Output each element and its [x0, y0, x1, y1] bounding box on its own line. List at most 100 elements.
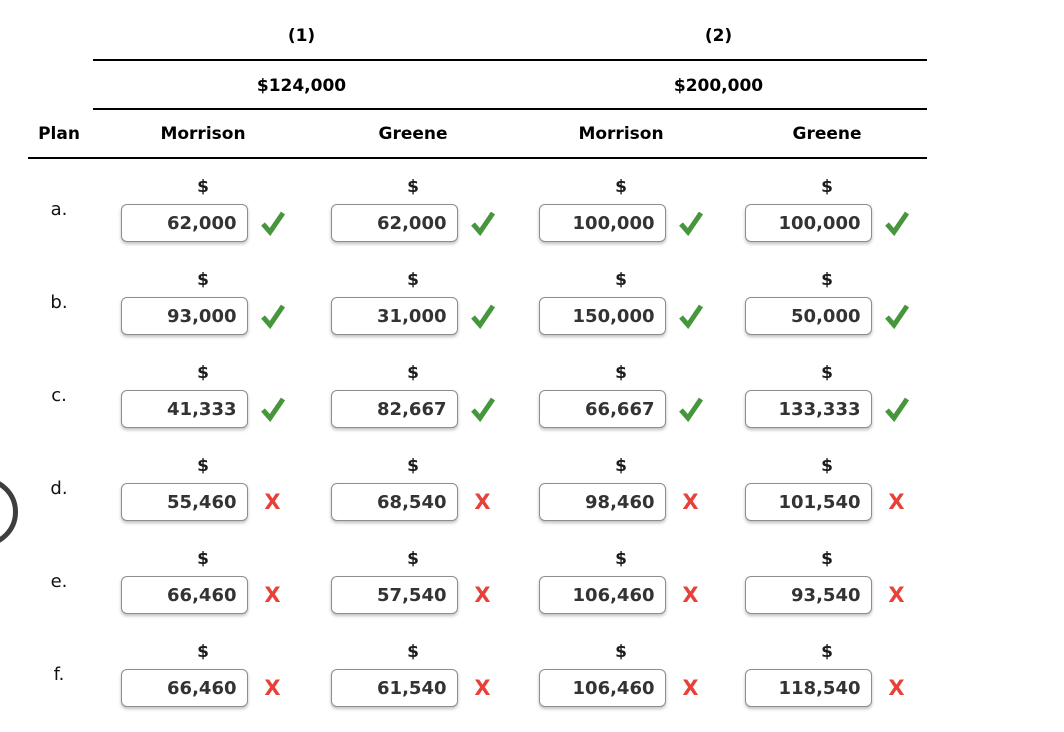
- currency-symbol: $: [407, 363, 419, 383]
- amount-input[interactable]: [538, 390, 666, 428]
- amount-cell: $ X: [120, 442, 286, 535]
- incorrect-x-icon: X: [264, 490, 281, 514]
- currency-symbol: $: [197, 642, 209, 662]
- correct-check-icon: [470, 210, 496, 236]
- table-row: c. $ $: [0, 349, 1064, 442]
- amount-input[interactable]: [744, 483, 872, 521]
- correct-check-icon: [470, 303, 496, 329]
- header-rule-top: [93, 59, 927, 61]
- currency-symbol: $: [821, 549, 833, 569]
- amount-cell: $ X: [744, 442, 910, 535]
- amount-input[interactable]: [330, 483, 458, 521]
- correct-check-icon: [260, 303, 286, 329]
- amount-cell: $ X: [120, 535, 286, 628]
- amount-input[interactable]: [744, 669, 872, 707]
- amount-input[interactable]: [330, 669, 458, 707]
- incorrect-x-icon: X: [474, 583, 491, 607]
- currency-symbol: $: [615, 456, 627, 476]
- amount-cell: $ X: [744, 535, 910, 628]
- amount-cell: $ X: [330, 442, 496, 535]
- row-label: e.: [50, 571, 68, 592]
- incorrect-x-icon: X: [474, 490, 491, 514]
- amount-input[interactable]: [538, 483, 666, 521]
- amount-input[interactable]: [120, 669, 248, 707]
- currency-symbol: $: [821, 456, 833, 476]
- amount-input[interactable]: [538, 204, 666, 242]
- incorrect-x-icon: X: [264, 583, 281, 607]
- amount-input[interactable]: [120, 576, 248, 614]
- section-2-amount: $200,000: [673, 76, 764, 96]
- amount-cell: $: [744, 349, 910, 442]
- table-row: b. $ $: [0, 256, 1064, 349]
- row-label: b.: [50, 292, 68, 313]
- currency-symbol: $: [821, 177, 833, 197]
- amount-input[interactable]: [330, 204, 458, 242]
- currency-symbol: $: [615, 363, 627, 383]
- section-2-number: (2): [704, 26, 733, 46]
- incorrect-x-icon: X: [264, 676, 281, 700]
- currency-symbol: $: [821, 270, 833, 290]
- amount-cell: $ X: [330, 535, 496, 628]
- row-label: d.: [50, 478, 68, 499]
- correct-check-icon: [884, 303, 910, 329]
- amount-cell: $ X: [120, 628, 286, 721]
- correct-check-icon: [260, 210, 286, 236]
- amount-input[interactable]: [538, 669, 666, 707]
- amount-input[interactable]: [330, 576, 458, 614]
- incorrect-x-icon: X: [682, 676, 699, 700]
- amount-cell: $: [538, 256, 704, 349]
- amount-input[interactable]: [120, 390, 248, 428]
- amount-cell: $ X: [538, 442, 704, 535]
- amount-input[interactable]: [120, 297, 248, 335]
- incorrect-x-icon: X: [888, 490, 905, 514]
- column-header-morrison-2: Morrison: [578, 124, 664, 144]
- table-rows: a. $ $: [0, 163, 1064, 721]
- incorrect-x-icon: X: [682, 490, 699, 514]
- column-header-morrison-1: Morrison: [160, 124, 246, 144]
- amount-input[interactable]: [120, 204, 248, 242]
- currency-symbol: $: [615, 177, 627, 197]
- amount-input[interactable]: [330, 390, 458, 428]
- amount-input[interactable]: [744, 204, 872, 242]
- currency-symbol: $: [821, 642, 833, 662]
- amount-input[interactable]: [744, 297, 872, 335]
- currency-symbol: $: [615, 270, 627, 290]
- amount-input[interactable]: [538, 576, 666, 614]
- amount-cell: $ X: [330, 628, 496, 721]
- amount-cell: $: [120, 349, 286, 442]
- currency-symbol: $: [197, 177, 209, 197]
- currency-symbol: $: [407, 549, 419, 569]
- amount-input[interactable]: [120, 483, 248, 521]
- amount-cell: $: [538, 163, 704, 256]
- correct-check-icon: [470, 396, 496, 422]
- amount-input[interactable]: [744, 576, 872, 614]
- amount-cell: $ X: [538, 535, 704, 628]
- currency-symbol: $: [407, 177, 419, 197]
- correct-check-icon: [678, 303, 704, 329]
- amount-cell: $: [120, 163, 286, 256]
- amount-cell: $: [330, 256, 496, 349]
- amount-cell: $ X: [538, 628, 704, 721]
- section-1-number: (1): [287, 26, 316, 46]
- correct-check-icon: [884, 210, 910, 236]
- currency-symbol: $: [197, 549, 209, 569]
- correct-check-icon: [884, 396, 910, 422]
- correct-check-icon: [260, 396, 286, 422]
- amount-input[interactable]: [538, 297, 666, 335]
- row-label: a.: [50, 199, 68, 220]
- header-rule-bottom: [28, 157, 927, 159]
- amount-input[interactable]: [330, 297, 458, 335]
- amount-input[interactable]: [744, 390, 872, 428]
- currency-symbol: $: [821, 363, 833, 383]
- column-header-greene-2: Greene: [792, 124, 862, 144]
- table-row: a. $ $: [0, 163, 1064, 256]
- column-header-greene-1: Greene: [378, 124, 448, 144]
- amount-cell: $: [330, 349, 496, 442]
- correct-check-icon: [678, 396, 704, 422]
- section-1-amount: $124,000: [256, 76, 347, 96]
- amount-cell: $: [120, 256, 286, 349]
- currency-symbol: $: [407, 270, 419, 290]
- currency-symbol: $: [407, 456, 419, 476]
- currency-symbol: $: [197, 270, 209, 290]
